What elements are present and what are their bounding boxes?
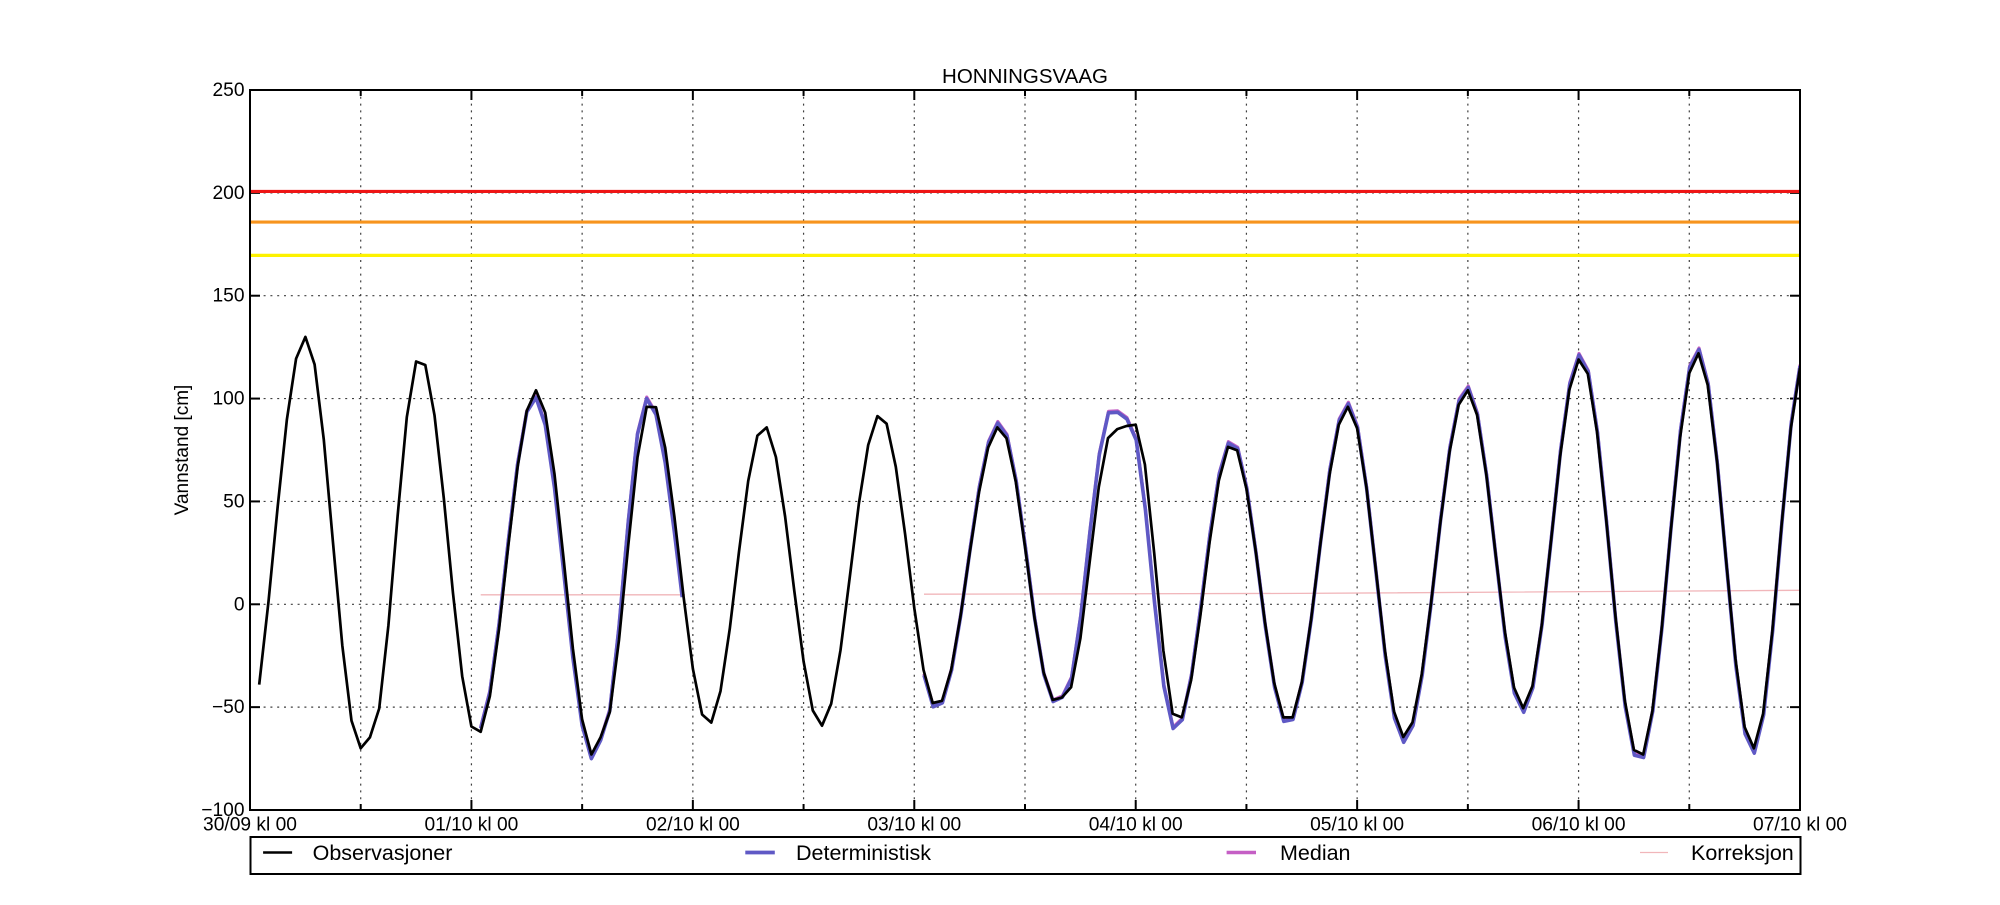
svg-text:200: 200	[212, 183, 244, 204]
svg-text:150: 150	[212, 286, 244, 307]
svg-text:Median: Median	[1280, 841, 1351, 865]
svg-text:100: 100	[212, 389, 244, 410]
svg-text:06/10 kl 00: 06/10 kl 00	[1532, 815, 1626, 836]
svg-text:250: 250	[212, 80, 244, 101]
svg-text:03/10 kl 00: 03/10 kl 00	[867, 815, 961, 836]
svg-text:07/10 kl 00: 07/10 kl 00	[1753, 815, 1847, 836]
svg-text:HONNINGSVAAG: HONNINGSVAAG	[942, 65, 1108, 88]
svg-text:0: 0	[234, 594, 245, 615]
svg-text:Deterministisk: Deterministisk	[796, 841, 931, 865]
svg-text:01/10 kl 00: 01/10 kl 00	[424, 815, 518, 836]
svg-text:50: 50	[223, 491, 244, 512]
svg-text:Vannstand [cm]: Vannstand [cm]	[172, 385, 193, 516]
svg-text:02/10 kl 00: 02/10 kl 00	[646, 815, 740, 836]
svg-text:05/10 kl 00: 05/10 kl 00	[1310, 815, 1404, 836]
svg-text:Observasjoner: Observasjoner	[313, 841, 453, 865]
svg-text:04/10 kl 00: 04/10 kl 00	[1089, 815, 1183, 836]
svg-text:−50: −50	[212, 697, 245, 718]
svg-text:30/09 kl 00: 30/09 kl 00	[203, 815, 297, 836]
svg-text:Korreksjon: Korreksjon	[1691, 841, 1794, 865]
svg-text:−100: −100	[201, 800, 244, 821]
